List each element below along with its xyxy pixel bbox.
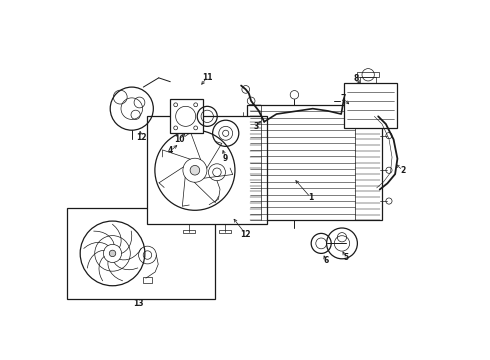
Bar	[183, 230, 195, 233]
Text: 8: 8	[354, 74, 359, 83]
Text: 6: 6	[323, 256, 328, 265]
Text: 5: 5	[343, 253, 348, 262]
Text: 3: 3	[254, 122, 259, 131]
Text: 12: 12	[241, 230, 251, 239]
Text: 10: 10	[174, 135, 185, 144]
Text: 13: 13	[133, 299, 143, 308]
Bar	[143, 276, 152, 283]
Text: 12: 12	[136, 132, 146, 141]
Circle shape	[190, 166, 200, 175]
Text: 11: 11	[202, 73, 213, 82]
Text: 7: 7	[341, 94, 346, 103]
Bar	[67, 208, 215, 299]
Bar	[247, 105, 382, 220]
Bar	[171, 99, 203, 133]
Text: 9: 9	[223, 154, 228, 163]
Text: 4: 4	[168, 147, 173, 156]
Bar	[219, 230, 231, 233]
Circle shape	[109, 250, 116, 257]
Bar	[343, 83, 397, 128]
Bar	[147, 116, 267, 224]
Text: 1: 1	[308, 193, 313, 202]
Text: 2: 2	[400, 166, 405, 175]
Bar	[357, 72, 379, 77]
Bar	[361, 77, 376, 83]
